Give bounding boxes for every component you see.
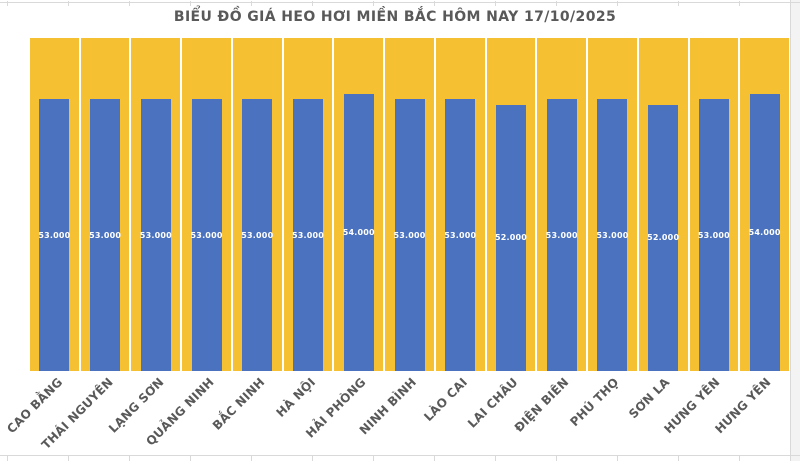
bar[interactable]: 54.000	[342, 94, 375, 371]
gridline-tick	[251, 456, 252, 461]
bar[interactable]: 52.000	[647, 104, 680, 371]
bar-value-label: 53.000	[38, 230, 71, 240]
bar[interactable]: 54.000	[748, 94, 781, 371]
gridline-tick	[373, 456, 374, 461]
gridline-tick	[495, 1, 496, 6]
bar-value-label: 53.000	[89, 230, 122, 240]
bar-value-label: 54.000	[342, 228, 375, 238]
category-column: 53.000	[30, 38, 79, 371]
bar[interactable]: 53.000	[190, 99, 223, 371]
bar-value-label: 53.000	[139, 230, 172, 240]
gridline-tick	[678, 1, 679, 6]
gridline-tick	[129, 1, 130, 6]
gridline-tick	[556, 1, 557, 6]
bar[interactable]: 53.000	[241, 99, 274, 371]
category-column: 53.000	[435, 38, 485, 371]
bar-value-label: 52.000	[494, 233, 528, 243]
spreadsheet-gridline-bottom	[0, 455, 800, 461]
bar-value-label: 53.000	[292, 230, 325, 240]
gridline-tick	[739, 1, 740, 6]
bar[interactable]: 53.000	[89, 99, 122, 371]
gridline-tick	[434, 456, 435, 461]
bar-value-label: 53.000	[697, 230, 730, 240]
gridline-tick	[434, 1, 435, 6]
bar-value-label: 53.000	[444, 230, 477, 240]
gridline-tick	[373, 1, 374, 6]
gridline-tick	[68, 456, 69, 461]
category-column: 53.000	[689, 38, 739, 371]
category-column: 52.000	[638, 38, 688, 371]
bar[interactable]: 53.000	[139, 99, 172, 371]
spreadsheet-gridline-top	[0, 1, 800, 6]
category-column: 54.000	[740, 38, 790, 371]
gridline-tick	[7, 1, 8, 6]
category-column: 53.000	[232, 38, 282, 371]
bar[interactable]: 53.000	[292, 99, 325, 371]
x-axis-label: SƠN LA	[626, 375, 673, 422]
category-column: 53.000	[182, 38, 231, 371]
gridline-tick	[251, 1, 252, 6]
bar-value-label: 53.000	[545, 230, 578, 240]
gridline-tick	[556, 456, 557, 461]
bar[interactable]: 53.000	[697, 99, 730, 371]
gridline-tick	[129, 456, 130, 461]
x-axis-label: LÀO CAI	[421, 375, 471, 424]
chart-title: BIỂU ĐỒ GIÁ HEO HƠI MIỀN BẮC HÔM NAY 17/…	[173, 9, 617, 25]
gridline-tick	[617, 1, 618, 6]
bar-value-label: 53.000	[393, 230, 426, 240]
category-column: 53.000	[283, 38, 333, 371]
bar[interactable]: 53.000	[596, 99, 629, 371]
category-column: 53.000	[588, 38, 637, 371]
spreadsheet-right-margin	[790, 0, 800, 461]
category-column: 53.000	[385, 38, 434, 371]
gridline-tick	[678, 456, 679, 461]
bar-value-label: 54.000	[748, 228, 781, 238]
category-column: 53.000	[131, 38, 181, 371]
bar-value-label: 53.000	[241, 230, 274, 240]
category-column: 53.000	[537, 38, 587, 371]
gridline-tick	[190, 456, 191, 461]
bar-value-label: 52.000	[647, 233, 680, 243]
bar[interactable]: 53.000	[38, 99, 71, 371]
plot-area: 53.000 53.000 53.000 53.000 53.000 53.000 54.0…	[30, 38, 790, 371]
x-axis-label: HÀ NỘI	[273, 375, 319, 420]
bar[interactable]: 53.000	[393, 99, 426, 371]
category-column: 53.000	[80, 38, 130, 371]
x-axis-label: LAI CHÂU	[464, 375, 521, 431]
gridline-tick	[68, 1, 69, 6]
x-axis-label: BẮC NINH	[209, 375, 268, 433]
bar[interactable]: 53.000	[444, 99, 477, 371]
gridline-tick	[312, 1, 313, 6]
category-column: 54.000	[334, 38, 384, 371]
bar[interactable]: 53.000	[545, 99, 578, 371]
bar-value-label: 53.000	[190, 230, 223, 240]
bar-value-label: 53.000	[596, 230, 629, 240]
gridline-tick	[190, 1, 191, 6]
x-axis-label: PHÚ THỌ	[567, 375, 622, 430]
category-column: 52.000	[486, 38, 536, 371]
x-axis-labels: CAO BẰNG THÁI NGUYÊN LẠNG SƠN QUẢNG NINH BẮC…	[0, 375, 800, 455]
gridline-tick	[312, 456, 313, 461]
gridline-tick	[739, 456, 740, 461]
gridline-tick	[617, 456, 618, 461]
gridline-tick	[495, 456, 496, 461]
bar[interactable]: 52.000	[494, 104, 528, 371]
gridline-tick	[7, 456, 8, 461]
